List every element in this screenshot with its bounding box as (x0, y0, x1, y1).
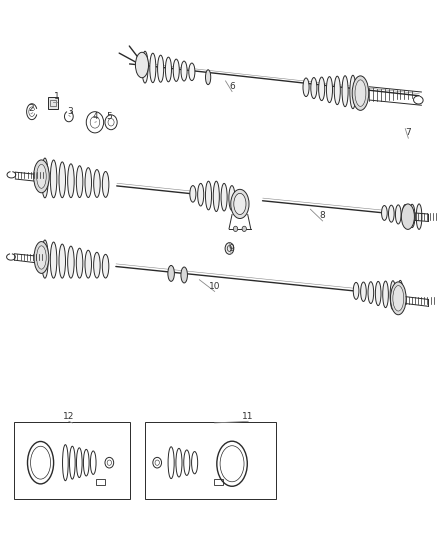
Ellipse shape (393, 286, 404, 311)
Bar (96, 479, 105, 486)
Ellipse shape (198, 183, 204, 206)
Text: 1: 1 (54, 92, 60, 101)
Ellipse shape (168, 265, 174, 281)
Ellipse shape (234, 193, 246, 215)
Ellipse shape (59, 244, 66, 278)
Text: 8: 8 (320, 211, 325, 220)
Bar (145, 422, 276, 499)
Ellipse shape (360, 282, 366, 302)
Ellipse shape (76, 166, 83, 198)
Ellipse shape (221, 183, 227, 211)
Bar (47, 98, 58, 109)
Ellipse shape (389, 205, 394, 222)
Ellipse shape (102, 172, 109, 197)
Ellipse shape (318, 77, 325, 101)
Ellipse shape (37, 165, 46, 188)
Ellipse shape (85, 251, 92, 278)
Ellipse shape (76, 248, 83, 278)
Ellipse shape (181, 61, 187, 81)
Bar (214, 479, 223, 486)
Circle shape (242, 226, 247, 231)
Ellipse shape (158, 55, 164, 82)
Ellipse shape (142, 51, 148, 83)
Ellipse shape (85, 168, 92, 198)
Ellipse shape (416, 204, 422, 229)
Ellipse shape (205, 181, 212, 210)
Ellipse shape (189, 63, 195, 80)
Ellipse shape (334, 76, 340, 104)
Text: 6: 6 (229, 82, 235, 91)
Ellipse shape (311, 77, 317, 99)
Ellipse shape (229, 185, 235, 211)
Ellipse shape (150, 53, 156, 83)
Ellipse shape (403, 205, 408, 226)
Ellipse shape (390, 281, 396, 310)
Ellipse shape (326, 77, 332, 103)
Ellipse shape (391, 282, 406, 315)
Ellipse shape (37, 246, 46, 269)
Ellipse shape (231, 189, 249, 219)
Ellipse shape (94, 252, 100, 278)
Ellipse shape (59, 162, 66, 198)
Ellipse shape (94, 169, 100, 197)
Ellipse shape (368, 282, 374, 303)
Text: 5: 5 (106, 112, 112, 122)
Ellipse shape (42, 158, 48, 198)
Circle shape (233, 226, 238, 231)
Ellipse shape (213, 181, 219, 212)
Ellipse shape (102, 254, 109, 278)
Ellipse shape (67, 246, 74, 278)
Ellipse shape (303, 78, 309, 96)
Ellipse shape (50, 242, 57, 278)
Text: 10: 10 (209, 281, 220, 290)
Text: 2: 2 (28, 104, 34, 113)
Text: 3: 3 (67, 107, 73, 116)
Bar (14, 422, 130, 499)
Ellipse shape (409, 204, 415, 228)
Ellipse shape (225, 243, 234, 254)
Ellipse shape (50, 160, 57, 198)
Ellipse shape (397, 280, 403, 312)
Ellipse shape (375, 281, 381, 305)
Ellipse shape (181, 267, 187, 283)
Ellipse shape (352, 76, 369, 110)
Ellipse shape (383, 281, 389, 308)
Ellipse shape (34, 241, 49, 273)
Ellipse shape (342, 76, 348, 107)
Ellipse shape (205, 70, 211, 85)
Ellipse shape (135, 52, 148, 78)
Ellipse shape (355, 80, 366, 107)
Text: 12: 12 (63, 411, 74, 421)
Ellipse shape (350, 75, 356, 109)
Text: 4: 4 (92, 112, 98, 122)
Text: 11: 11 (242, 411, 254, 421)
Ellipse shape (173, 59, 179, 82)
Ellipse shape (166, 57, 172, 82)
Bar (49, 100, 56, 107)
Ellipse shape (34, 160, 49, 193)
Ellipse shape (353, 282, 359, 300)
Text: 9: 9 (228, 244, 234, 253)
Ellipse shape (42, 240, 48, 278)
Ellipse shape (401, 204, 414, 229)
Ellipse shape (67, 164, 74, 198)
Ellipse shape (190, 185, 196, 202)
Text: 7: 7 (406, 128, 411, 138)
Ellipse shape (396, 205, 401, 224)
Ellipse shape (381, 206, 387, 220)
